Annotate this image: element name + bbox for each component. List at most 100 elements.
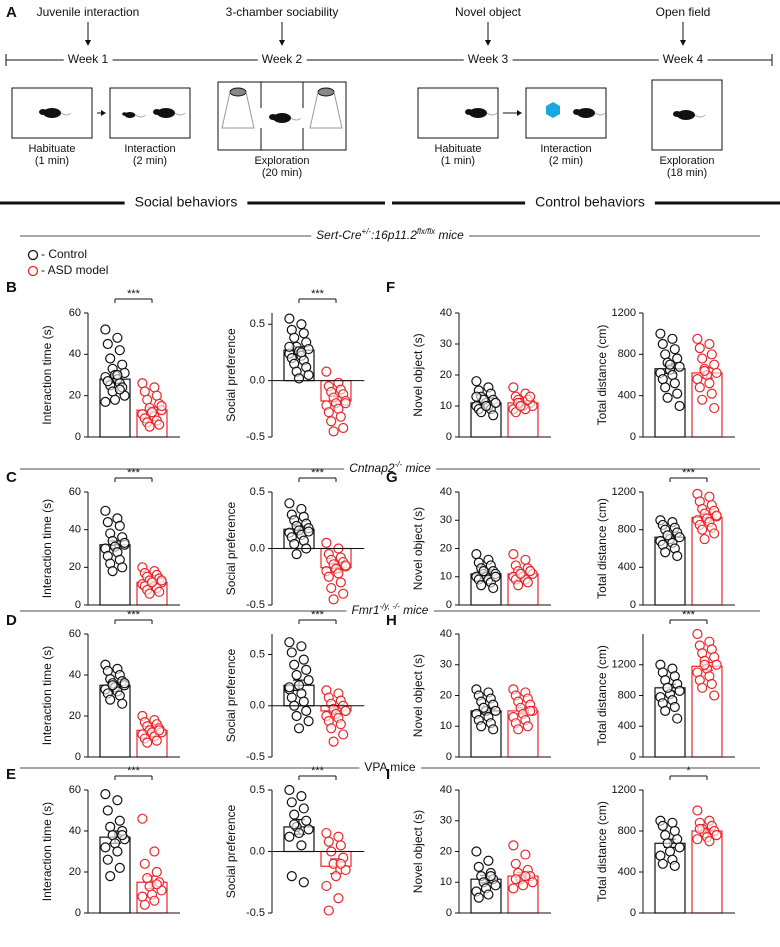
event-label: Novel object [455,5,522,19]
data-point [323,407,334,418]
legend-label: - ASD model [41,263,108,277]
row-title: Fmr1-/y, -/- mice [352,602,429,618]
y-tick-label: 40 [69,348,81,360]
y-tick-label: 20 [69,866,81,878]
data-point [291,549,302,560]
data-point [289,332,300,343]
y-axis-label: Novel object (s) [411,654,425,737]
data-point [328,594,339,605]
data-point [338,422,349,434]
data-point [149,846,160,857]
row-title-part: +/- [362,227,372,236]
mouse-icon [673,111,681,117]
data-point [672,388,683,399]
data-point [105,821,116,833]
y-tick-label: 0 [75,907,81,919]
data-point [146,407,158,418]
data-point [137,378,148,389]
y-tick-label: 0 [446,751,452,763]
data-point [105,870,116,882]
data-point [662,682,673,693]
data-point [100,842,111,853]
mouse-icon [157,108,175,118]
y-tick-label: 60 [69,486,81,498]
y-tick-label: 20 [69,561,81,573]
y-tick-label: 800 [618,689,636,701]
mouse-tail [486,112,498,116]
data-point [326,723,337,734]
y-axis-label: Total distance (cm) [595,801,609,902]
y-tick-label: 1200 [612,307,636,319]
data-point [100,324,111,335]
label-bg [63,52,113,67]
panel-letter: E [6,766,16,783]
data-point [303,369,314,381]
data-point [284,498,295,509]
data-point [154,725,165,736]
data-point [286,692,297,703]
data-point [672,834,683,845]
data-point [301,815,312,826]
y-tick-label: 20 [440,542,452,554]
data-point [490,880,501,891]
data-point [704,836,715,847]
data-point [674,361,685,372]
data-point [711,367,722,379]
y-tick-label: 30 [440,514,452,526]
data-point [697,353,708,364]
y-axis-label: Social preference [224,648,238,742]
y-tick-label: 40 [69,669,81,681]
data-point [517,880,529,891]
y-tick-label: 40 [440,486,452,498]
data-point [114,345,125,356]
y-tick-label: 0 [446,599,452,611]
data-point [508,883,519,894]
data-point [146,577,158,588]
data-point [338,729,349,740]
data-point [488,582,499,594]
data-point [117,829,128,841]
data-point [697,682,708,693]
y-tick-label: 0.5 [250,784,265,796]
data-point [321,880,332,892]
significance: *** [311,609,325,621]
data-point [657,858,668,869]
row-title: Sert-Cre+/-:16p11.2flx/flx mice [316,227,464,243]
significance: *** [127,765,141,777]
arrow-head [517,110,522,116]
data-point [706,349,717,360]
step-duration: (1 min) [35,155,69,167]
row-title-part: Sert-Cre [316,228,362,242]
panel-letter: G [386,469,398,486]
data-point [709,402,720,414]
data-point [151,879,162,890]
data-point [112,369,123,381]
y-axis-label: Interaction time (s) [40,499,54,598]
data-point [513,724,524,735]
y-tick-label: 0.5 [250,486,265,498]
data-point [139,386,150,397]
step-duration: (18 min) [667,167,707,179]
data-point [692,333,703,344]
data-point [102,854,113,865]
data-point [699,365,710,376]
group-label: Control behaviors [535,194,645,210]
significance: *** [127,288,141,300]
y-tick-label: 1200 [612,784,636,796]
data-point [692,834,703,845]
row-title-part: Fmr1 [352,603,380,617]
y-tick-label: 0 [75,751,81,763]
mouse-icon [573,109,581,115]
data-point [669,344,680,355]
week-label: Week 4 [663,52,704,66]
y-axis-label: Novel object (s) [411,333,425,416]
y-axis-label: Interaction time (s) [40,646,54,745]
y-axis-label: Total distance (cm) [595,645,609,746]
data-point [296,688,307,699]
y-tick-label: 30 [440,338,452,350]
panel-letter: D [6,612,17,629]
data-point [298,328,309,339]
data-point [333,831,344,842]
data-point [520,870,531,882]
data-point [139,858,150,869]
